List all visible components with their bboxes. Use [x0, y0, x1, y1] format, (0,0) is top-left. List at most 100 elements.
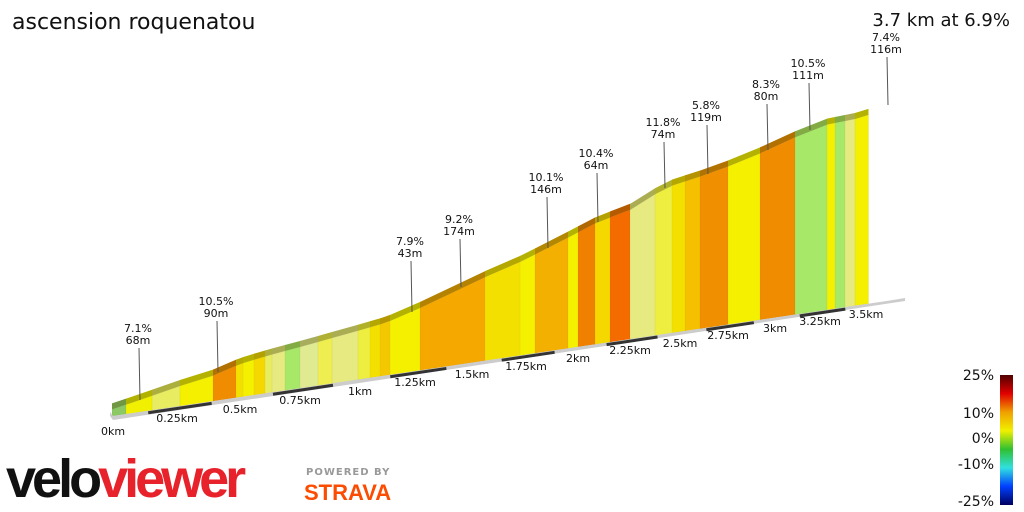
- grade-segment: [271, 350, 286, 393]
- grade-segment-top-shade: [520, 248, 536, 262]
- grade-segment-top-shade: [485, 255, 521, 278]
- grade-segment: [609, 209, 631, 343]
- x-tick-label: 1.25km: [394, 376, 436, 389]
- annotation-leader: [410, 260, 413, 313]
- grade-segment-top-shade: [285, 340, 301, 351]
- grade-segment: [727, 152, 761, 325]
- grade-segment-top: [112, 398, 127, 410]
- grade-segment-top: [285, 340, 301, 351]
- grade-segment-top: [485, 255, 521, 278]
- annotation-leader: [808, 82, 811, 131]
- grade-segment: [684, 176, 701, 332]
- grade-segment-top: [595, 211, 611, 224]
- grade-segment-top: [380, 314, 391, 325]
- grade-segment: [331, 330, 359, 384]
- powered-by-label: POWERED BY: [306, 467, 391, 478]
- annotation-length: 146m: [530, 183, 562, 196]
- grade-segment: [242, 359, 255, 397]
- grade-segment-top: [254, 350, 266, 360]
- grade-segment: [317, 337, 333, 386]
- annotation-length: 43m: [398, 247, 423, 260]
- x-tick-label: 0.75km: [279, 394, 321, 407]
- grade-segment: [484, 261, 521, 361]
- grade-segment-top: [835, 114, 846, 123]
- annotation-leader: [663, 141, 666, 189]
- grade-segment-top-shade: [760, 131, 796, 154]
- grade-segment-top-shade: [672, 175, 686, 186]
- grade-segment-top-shade: [845, 112, 856, 121]
- grade-segment-top: [685, 170, 701, 182]
- grade-segment-top-shade: [700, 160, 729, 177]
- grade-segment-top-shade: [213, 359, 237, 376]
- grade-segment-top-shade: [535, 231, 569, 255]
- grade-segment-top: [578, 217, 596, 233]
- page-title: ascension roquenatou: [12, 10, 256, 35]
- grade-segment-top-shade: [390, 301, 421, 321]
- annotation-grade: 5.8%: [692, 99, 720, 112]
- x-tick-label: 0km: [101, 425, 125, 438]
- grade-segment: [671, 180, 686, 334]
- x-tick-label: 2.75km: [707, 329, 749, 342]
- grade-segment-top-shade: [578, 217, 596, 233]
- grade-segment-top: [728, 147, 761, 167]
- legend-tick-label: -10%: [958, 457, 994, 473]
- annotation-grade: 10.5%: [199, 295, 234, 308]
- grade-segment-top: [568, 226, 579, 238]
- x-tick-label: 0.25km: [156, 412, 198, 425]
- grade-segment-top: [855, 108, 869, 119]
- grade-segment-top-shade: [265, 348, 273, 357]
- grade-segment: [577, 222, 596, 348]
- grade-segment-top: [318, 331, 333, 342]
- grade-segment: [759, 136, 796, 321]
- grade-segment-top: [390, 301, 421, 321]
- annotation-length: 68m: [126, 334, 151, 347]
- grade-segment-top-shade: [568, 226, 579, 238]
- x-tick-label: 3.25km: [799, 315, 841, 328]
- grade-segment: [369, 323, 381, 379]
- annotation-length: 111m: [792, 69, 824, 82]
- distance-band: [501, 350, 555, 362]
- grade-legend-bar: [1000, 375, 1013, 505]
- grade-segment-top: [630, 187, 656, 210]
- grade-segment-top-shade: [370, 318, 381, 328]
- grade-segment-top: [243, 353, 255, 364]
- grade-segment-top: [236, 356, 244, 366]
- grade-segment: [235, 362, 244, 398]
- grade-segment-top-shade: [112, 398, 127, 410]
- grade-segment-top-shade: [655, 179, 673, 195]
- grade-segment: [854, 114, 869, 306]
- grade-segment-top: [520, 248, 536, 262]
- annotation-length: 119m: [690, 111, 722, 124]
- grade-segment-top: [332, 324, 359, 339]
- distance-band: [147, 401, 212, 415]
- annotation-leader: [596, 172, 599, 223]
- grade-segment: [594, 216, 611, 345]
- grade-segment-top-shade: [827, 116, 836, 125]
- grade-segment-top-shade: [420, 270, 486, 308]
- grade-segment-top: [180, 369, 214, 386]
- legend-tick-label: -25%: [958, 494, 994, 510]
- grade-segment-top: [535, 231, 569, 255]
- grade-segment-top: [827, 116, 836, 125]
- grade-segment-top: [152, 379, 181, 396]
- x-tick-label: 3.5km: [849, 308, 884, 321]
- grade-segment: [844, 118, 856, 308]
- grade-segment-top-shade: [855, 108, 869, 119]
- x-tick-label: 2.5km: [663, 337, 698, 350]
- grade-segment-top-shade: [728, 147, 761, 167]
- annotation-grade: 9.2%: [445, 213, 473, 226]
- grade-segment-top-shade: [152, 379, 181, 396]
- annotation-length: 80m: [754, 90, 779, 103]
- climb-summary: 3.7 km at 6.9%: [872, 10, 1010, 31]
- grade-segment: [357, 326, 371, 380]
- x-tick-label: 1.5km: [455, 368, 490, 381]
- grade-segment-top-shade: [254, 350, 266, 360]
- grade-segment-top: [265, 348, 273, 357]
- grade-segment-top-shade: [358, 321, 371, 331]
- annotation-length: 64m: [584, 159, 609, 172]
- x-tick-label: 3km: [763, 322, 787, 335]
- annotation-grade: 7.9%: [396, 235, 424, 248]
- grade-segment-top: [672, 175, 686, 186]
- legend-tick-label: 10%: [963, 406, 994, 422]
- annotation-length: 90m: [204, 307, 229, 320]
